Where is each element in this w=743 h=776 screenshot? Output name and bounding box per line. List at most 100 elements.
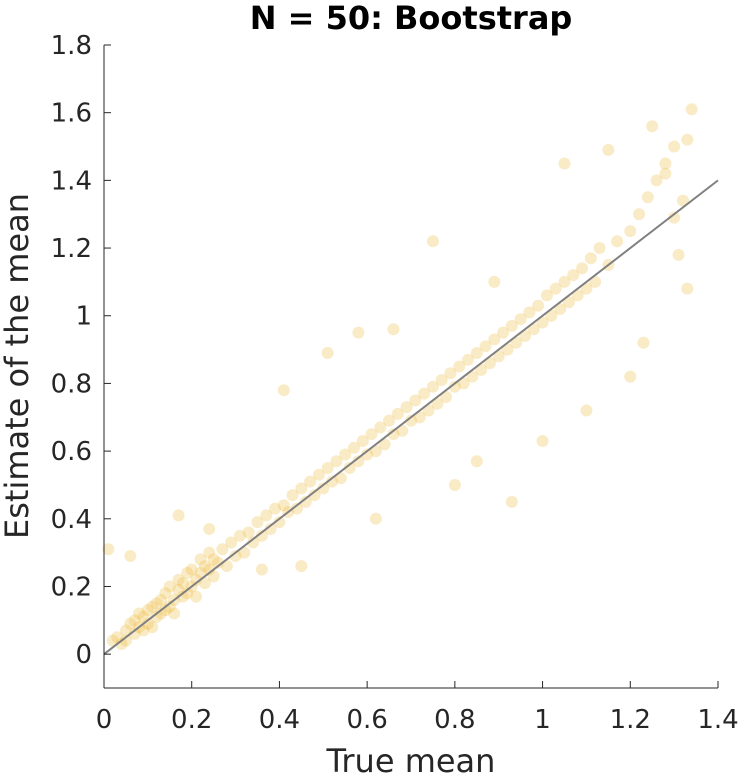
scatter-point xyxy=(124,550,137,563)
scatter-point xyxy=(128,627,141,640)
scatter-point xyxy=(172,573,185,586)
scatter-point xyxy=(216,543,229,556)
y-tick-label: 1 xyxy=(75,302,92,332)
scatter-point xyxy=(685,103,698,116)
scatter-point xyxy=(492,350,505,363)
scatter-point xyxy=(593,242,606,255)
scatter-point xyxy=(523,306,536,319)
scatter-point xyxy=(124,617,137,630)
scatter-point xyxy=(514,313,527,326)
scatter-point xyxy=(369,512,382,525)
scatter-point xyxy=(277,384,290,397)
scatter-point xyxy=(295,560,308,573)
scatter-point xyxy=(207,570,220,583)
scatter-point xyxy=(650,174,663,187)
scatter-point xyxy=(637,336,650,349)
scatter-points xyxy=(102,103,698,651)
scatter-point xyxy=(163,600,176,613)
scatter-point xyxy=(400,401,413,414)
scatter-point xyxy=(207,553,220,566)
scatter-point xyxy=(426,380,439,393)
scatter-point xyxy=(229,550,242,563)
scatter-point xyxy=(580,282,593,295)
scatter-point xyxy=(470,346,483,359)
scatter-point xyxy=(203,546,216,559)
y-tick-label: 1.4 xyxy=(51,166,92,196)
x-tick-label: 1.2 xyxy=(610,705,651,735)
x-tick-label: 0.4 xyxy=(259,705,300,735)
scatter-point xyxy=(422,404,435,417)
scatter-point xyxy=(633,208,646,221)
scatter-point xyxy=(527,323,540,336)
scatter-point xyxy=(308,489,321,502)
y-tick-label: 1.2 xyxy=(51,234,92,264)
scatter-point xyxy=(470,455,483,468)
y-axis-label: Estimate of the mean xyxy=(0,193,36,539)
scatter-point xyxy=(409,394,422,407)
scatter-point xyxy=(352,455,365,468)
scatter-point xyxy=(536,434,549,447)
scatter-point xyxy=(150,610,163,623)
scatter-point xyxy=(233,529,246,542)
scatter-point xyxy=(238,546,251,559)
scatter-point xyxy=(141,617,154,630)
scatter-point xyxy=(146,621,159,634)
scatter-point xyxy=(571,289,584,302)
scatter-point xyxy=(247,536,260,549)
scatter-point xyxy=(176,577,189,590)
scatter-point xyxy=(269,502,282,515)
scatter-point xyxy=(273,516,286,529)
scatter-point xyxy=(290,502,303,515)
scatter-point xyxy=(453,360,466,373)
scatter-point xyxy=(321,346,334,359)
scatter-point xyxy=(536,316,549,329)
scatter-point xyxy=(580,404,593,417)
x-axis-label: True mean xyxy=(326,742,496,776)
scatter-point xyxy=(181,587,194,600)
scatter-point xyxy=(646,120,659,133)
scatter-point xyxy=(150,597,163,610)
scatter-point xyxy=(155,607,168,620)
scatter-point xyxy=(194,553,207,566)
scatter-point xyxy=(672,248,685,261)
scatter-point xyxy=(203,563,216,576)
scatter-point xyxy=(418,387,431,400)
scatter-point xyxy=(659,157,672,170)
scatter-point xyxy=(475,363,488,376)
scatter-point xyxy=(115,638,128,651)
scatter-point xyxy=(137,624,150,637)
scatter-point xyxy=(185,563,198,576)
scatter-point xyxy=(119,624,132,637)
scatter-point xyxy=(225,536,238,549)
x-tick-label: 0.2 xyxy=(171,705,212,735)
scatter-point xyxy=(431,397,444,410)
scatter-point xyxy=(488,333,501,346)
scatter-point xyxy=(198,577,211,590)
scatter-point xyxy=(681,282,694,295)
y-tick-label: 0.2 xyxy=(51,572,92,602)
scatter-point xyxy=(317,482,330,495)
scatter-point xyxy=(330,455,343,468)
scatter-point xyxy=(299,495,312,508)
x-tick-label: 0.8 xyxy=(434,705,475,735)
scatter-point xyxy=(413,411,426,424)
scatter-point xyxy=(611,235,624,248)
scatter-point xyxy=(361,448,374,461)
scatter-point xyxy=(396,424,409,437)
scatter-point xyxy=(426,235,439,248)
identity-line xyxy=(103,179,719,655)
scatter-point xyxy=(220,560,233,573)
scatter-point xyxy=(383,414,396,427)
scatter-point xyxy=(260,509,273,522)
scatter-point xyxy=(435,374,448,387)
scatter-point xyxy=(505,319,518,332)
x-tick-label: 0 xyxy=(96,705,113,735)
scatter-point xyxy=(264,522,277,535)
scatter-point xyxy=(286,489,299,502)
scatter-point xyxy=(576,262,589,275)
scatter-point xyxy=(519,330,532,343)
scatter-point xyxy=(176,590,189,603)
scatter-point xyxy=(203,522,216,535)
scatter-point xyxy=(378,438,391,451)
scatter-point xyxy=(558,157,571,170)
